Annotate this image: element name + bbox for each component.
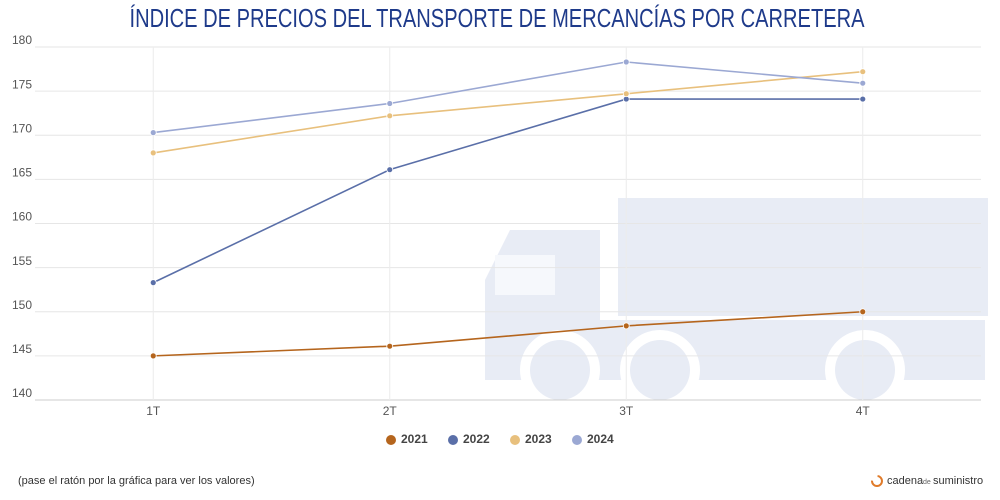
- data-point: [386, 112, 394, 120]
- data-point: [386, 166, 394, 174]
- legend-marker: [572, 435, 582, 445]
- data-point: [859, 95, 867, 103]
- y-tick-label: 165: [12, 166, 32, 180]
- brand-icon: [871, 475, 883, 487]
- legend-label: 2024: [587, 432, 614, 446]
- data-point: [149, 149, 157, 157]
- y-tick-label: 150: [12, 298, 32, 312]
- data-point: [622, 58, 630, 66]
- data-point: [149, 352, 157, 360]
- y-tick-label: 145: [12, 342, 32, 356]
- data-point: [149, 129, 157, 137]
- brand-logo: cadena de suministro: [871, 475, 983, 487]
- series-line: [153, 61, 863, 134]
- data-point: [386, 100, 394, 107]
- y-tick-label: 155: [12, 254, 32, 268]
- y-tick-label: 175: [12, 77, 32, 91]
- data-point: [149, 279, 157, 287]
- data-point: [859, 68, 867, 76]
- brand-name: cadena: [887, 475, 924, 487]
- brand-suffix: suministro: [933, 475, 983, 487]
- truck-background: [485, 198, 988, 410]
- series-line: [153, 310, 863, 357]
- x-tick-label: 3T: [619, 404, 634, 418]
- legend-marker: [448, 435, 458, 445]
- brand-middle: de: [923, 479, 931, 486]
- y-tick-label: 140: [12, 386, 32, 400]
- series-line: [152, 98, 863, 284]
- data-point: [859, 79, 867, 87]
- x-tick-label: 1T: [146, 404, 161, 418]
- x-tick-label: 2T: [383, 404, 398, 418]
- legend-label: 2022: [463, 432, 490, 446]
- y-tick-label: 160: [12, 210, 32, 224]
- data-point: [859, 308, 867, 316]
- y-tick-label: 180: [12, 33, 32, 47]
- y-tick-label: 170: [12, 121, 32, 135]
- legend-label: 2023: [525, 432, 552, 446]
- series-line: [153, 70, 863, 154]
- chart-title: ÍNDICE DE PRECIOS DEL TRANSPORTE DE MERC…: [130, 3, 866, 33]
- x-tick-label: 4T: [856, 404, 871, 418]
- data-point: [386, 342, 394, 350]
- legend-label: 2021: [401, 432, 428, 446]
- data-point: [622, 90, 630, 98]
- footnote: (pase el ratón por la gráfica para ver l…: [18, 475, 255, 487]
- legend-marker: [386, 435, 396, 445]
- legend-marker: [510, 435, 520, 445]
- data-point: [622, 322, 630, 330]
